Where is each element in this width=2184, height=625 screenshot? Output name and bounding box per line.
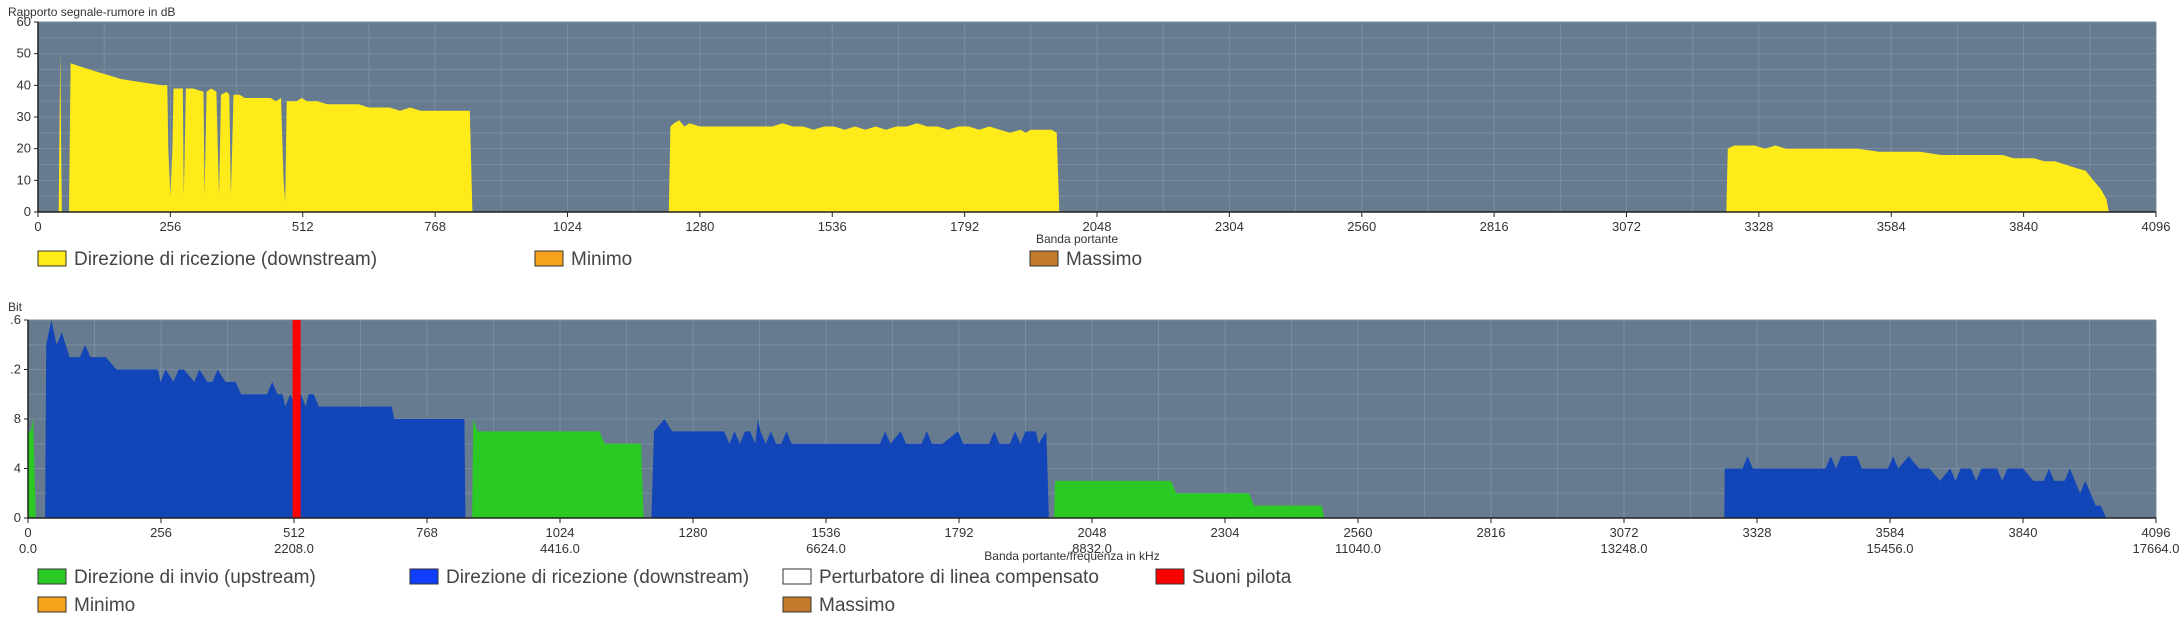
y-axis-title: Rapporto segnale-rumore in dB bbox=[8, 5, 175, 19]
y-tick-label: 10 bbox=[17, 172, 31, 187]
x-tick-label: 1024 bbox=[546, 525, 575, 540]
x-tick-khz-label: 13248.0 bbox=[1601, 541, 1648, 556]
x-tick-label: 2304 bbox=[1215, 219, 1244, 234]
legend-label: Direzione di ricezione (downstream) bbox=[446, 567, 749, 588]
y-tick-label: 40 bbox=[17, 77, 31, 92]
x-tick-label: 256 bbox=[150, 525, 172, 540]
y-tick-label: 20 bbox=[17, 141, 31, 156]
x-tick-label: 3328 bbox=[1743, 525, 1772, 540]
legend-label: Direzione di invio (upstream) bbox=[74, 567, 316, 588]
y-tick-label: .2 bbox=[10, 362, 21, 377]
x-tick-label: 2048 bbox=[1078, 525, 1107, 540]
x-tick-label: 3072 bbox=[1610, 525, 1639, 540]
legend-label: Direzione di ricezione (downstream) bbox=[74, 249, 377, 270]
x-tick-label: 3328 bbox=[1744, 219, 1773, 234]
x-tick-label: 3584 bbox=[1876, 525, 1905, 540]
x-tick-label: 1792 bbox=[945, 525, 974, 540]
x-tick-label: 0 bbox=[34, 219, 41, 234]
series-area-1 bbox=[55, 50, 2109, 212]
x-tick-khz-label: 2208.0 bbox=[274, 541, 314, 556]
x-tick-khz-label: 17664.0 bbox=[2133, 541, 2180, 556]
x-tick-label: 2048 bbox=[1083, 219, 1112, 234]
x-tick-khz-label: 15456.0 bbox=[1867, 541, 1914, 556]
legend-label: Massimo bbox=[819, 595, 895, 616]
series-area-2 bbox=[45, 320, 2107, 518]
x-tick-label: 3840 bbox=[2009, 219, 2038, 234]
x-tick-label: 1280 bbox=[679, 525, 708, 540]
x-axis-title: Banda portante/frequenza in kHz bbox=[984, 549, 1159, 563]
y-tick-label: .6 bbox=[10, 312, 21, 327]
x-tick-label: 1280 bbox=[685, 219, 714, 234]
x-tick-khz-label: 11040.0 bbox=[1335, 541, 1381, 556]
x-tick-label: 1024 bbox=[553, 219, 582, 234]
y-tick-label: 50 bbox=[17, 46, 31, 61]
pilot-tone-marker bbox=[292, 320, 301, 518]
x-tick-label: 2304 bbox=[1211, 525, 1240, 540]
legend-swatch bbox=[782, 568, 812, 585]
x-tick-label: 1536 bbox=[812, 525, 841, 540]
y-tick-label: 60 bbox=[17, 14, 31, 29]
legend-swatch bbox=[409, 568, 439, 585]
x-tick-label: 3840 bbox=[2009, 525, 2038, 540]
y-tick-label: 8 bbox=[14, 411, 21, 426]
x-tick-label: 512 bbox=[283, 525, 305, 540]
legend-label: Minimo bbox=[74, 595, 135, 616]
legend-label: Perturbatore di linea compensato bbox=[819, 567, 1099, 588]
x-tick-khz-label: 8832.0 bbox=[1072, 541, 1112, 556]
series-area-1 bbox=[28, 419, 1325, 518]
legend-swatch bbox=[37, 568, 67, 585]
x-tick-label: 1792 bbox=[950, 219, 979, 234]
x-tick-label: 2816 bbox=[1477, 525, 1506, 540]
y-tick-label: 0 bbox=[24, 204, 31, 219]
x-tick-khz-label: 0.0 bbox=[19, 541, 37, 556]
x-tick-label: 512 bbox=[292, 219, 314, 234]
legend-swatch bbox=[1155, 568, 1185, 585]
x-tick-label: 768 bbox=[416, 525, 438, 540]
chart-1: 0 10 20 30 40 50 60 0 256 512 768 1024 1280 1536 1792 2… bbox=[8, 5, 2170, 270]
legend-swatch bbox=[534, 250, 564, 267]
legend: Direzione di ricezione (downstream) Minim… bbox=[37, 249, 1142, 270]
x-tick-label: 1536 bbox=[818, 219, 847, 234]
x-tick-label: 2560 bbox=[1344, 525, 1373, 540]
x-tick-khz-label: 6624.0 bbox=[806, 541, 846, 556]
x-tick-label: 3072 bbox=[1612, 219, 1641, 234]
x-tick-khz-label: 4416.0 bbox=[540, 541, 580, 556]
y-tick-label: 0 bbox=[14, 510, 21, 525]
legend-swatch bbox=[782, 596, 812, 613]
legend-label: Massimo bbox=[1066, 249, 1142, 270]
legend-swatch bbox=[37, 596, 67, 613]
x-tick-label: 3584 bbox=[1877, 219, 1906, 234]
y-tick-label: 30 bbox=[17, 109, 31, 124]
legend-swatch bbox=[37, 250, 67, 267]
x-tick-label: 0 bbox=[24, 525, 31, 540]
legend: Direzione di invio (upstream) Direzione d… bbox=[37, 567, 1292, 616]
x-tick-label: 4096 bbox=[2142, 219, 2171, 234]
x-tick-label: 768 bbox=[424, 219, 446, 234]
x-tick-label: 2560 bbox=[1347, 219, 1376, 234]
x-tick-label: 256 bbox=[160, 219, 182, 234]
x-axis-title: Banda portante bbox=[1036, 232, 1118, 246]
legend-swatch bbox=[1029, 250, 1059, 267]
legend-label: Suoni pilota bbox=[1192, 567, 1292, 588]
y-tick-label: 4 bbox=[14, 461, 21, 476]
chart-2: 0 4 8 .2 .6 0 256 512 768 1024 1280 1536 1792 2048 230… bbox=[8, 300, 2180, 616]
x-tick-label: 4096 bbox=[2142, 525, 2171, 540]
legend-label: Minimo bbox=[571, 249, 632, 270]
y-axis-title: Bit bbox=[8, 300, 23, 314]
x-tick-label: 2816 bbox=[1480, 219, 1509, 234]
